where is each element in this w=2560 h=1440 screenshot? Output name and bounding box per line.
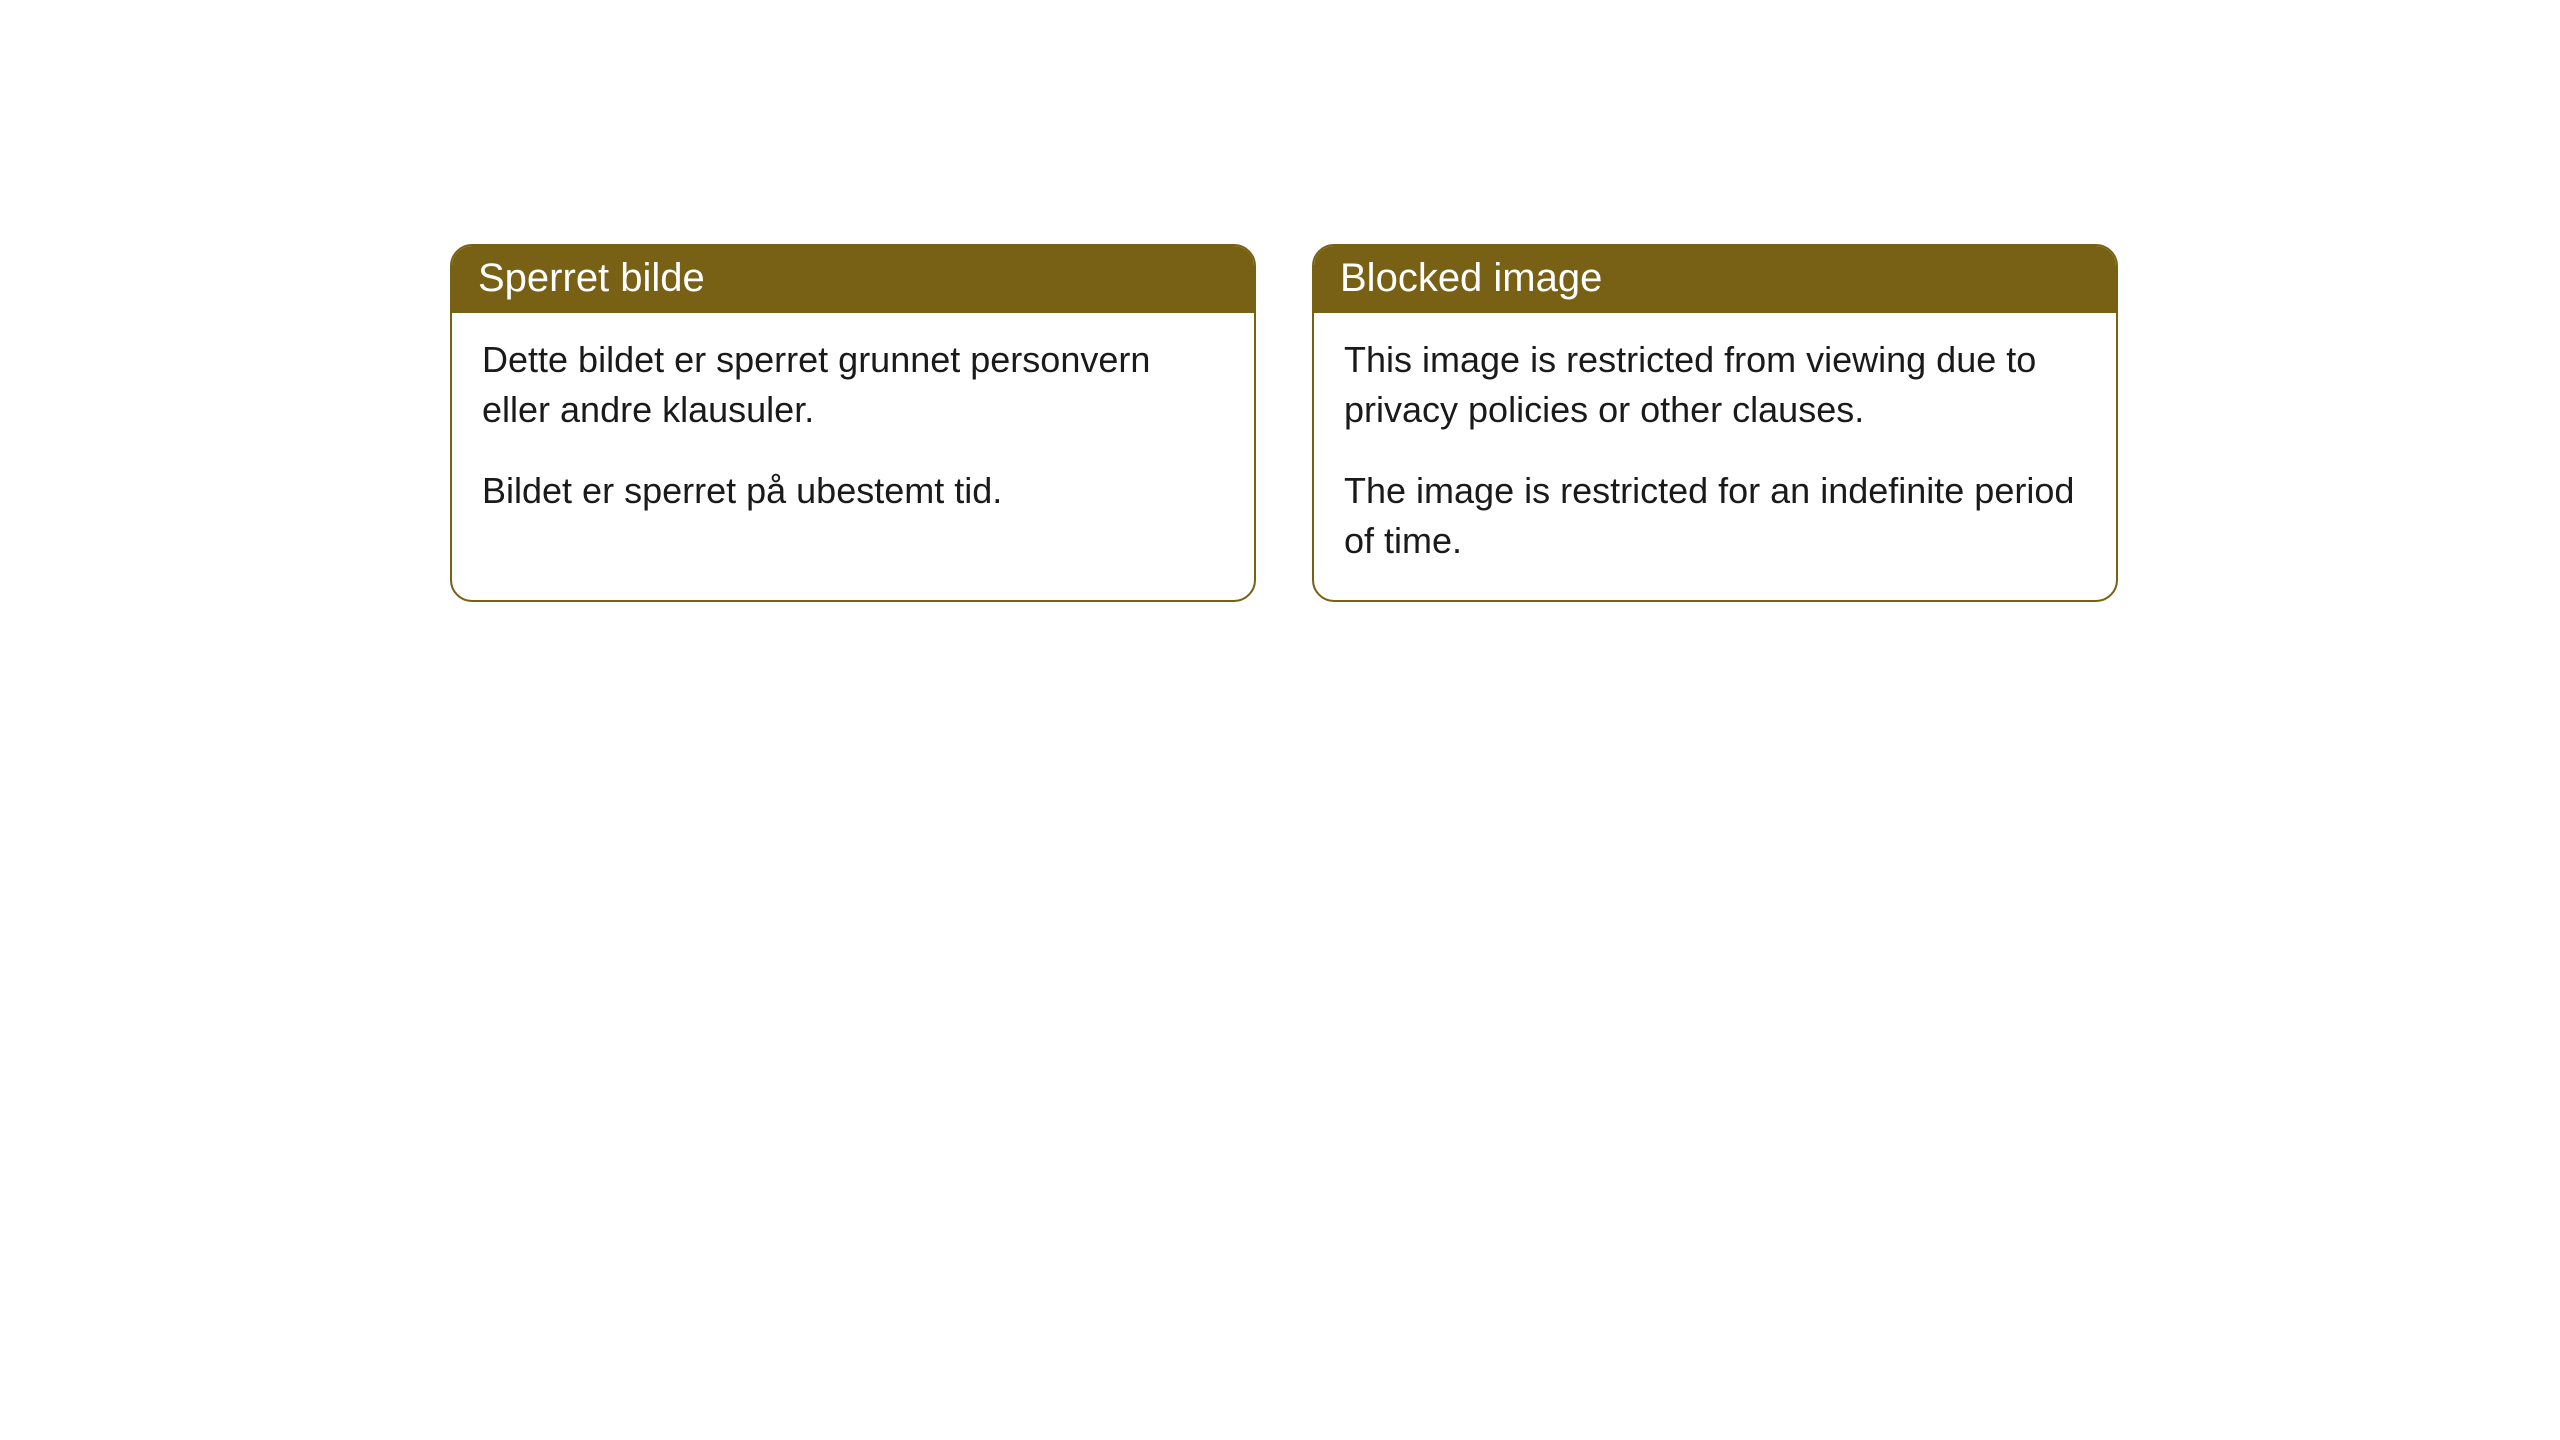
blocked-image-card-en: Blocked image This image is restricted f… bbox=[1312, 244, 2118, 602]
card-paragraph: This image is restricted from viewing du… bbox=[1344, 335, 2086, 434]
card-paragraph: Bildet er sperret på ubestemt tid. bbox=[482, 466, 1224, 516]
blocked-image-card-no: Sperret bilde Dette bildet er sperret gr… bbox=[450, 244, 1256, 602]
card-title-no: Sperret bilde bbox=[452, 246, 1254, 313]
notice-cards-container: Sperret bilde Dette bildet er sperret gr… bbox=[0, 0, 2560, 602]
card-title-en: Blocked image bbox=[1314, 246, 2116, 313]
card-paragraph: The image is restricted for an indefinit… bbox=[1344, 466, 2086, 565]
card-body-en: This image is restricted from viewing du… bbox=[1314, 313, 2116, 600]
card-paragraph: Dette bildet er sperret grunnet personve… bbox=[482, 335, 1224, 434]
card-body-no: Dette bildet er sperret grunnet personve… bbox=[452, 313, 1254, 550]
